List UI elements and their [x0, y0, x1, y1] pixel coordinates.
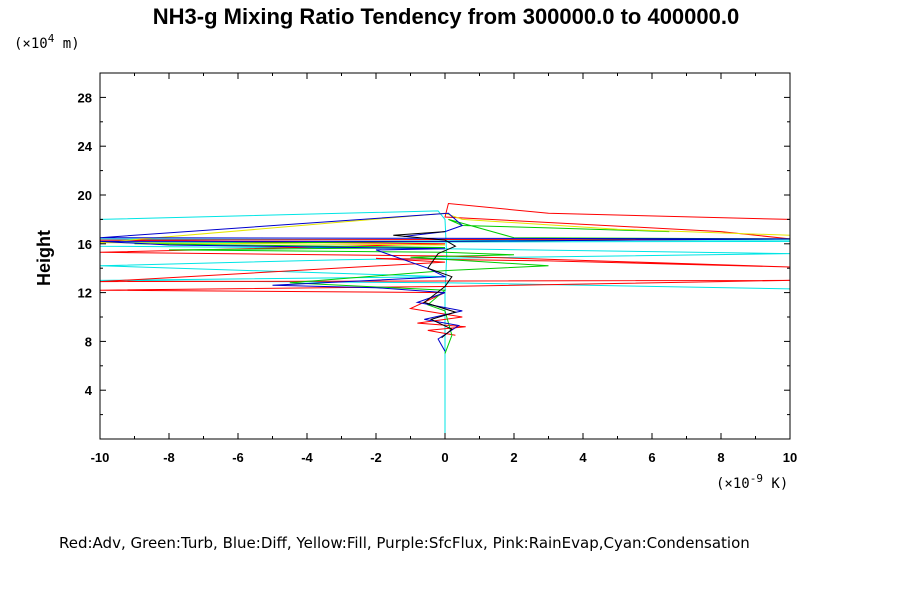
x-tick-label: 10: [783, 450, 797, 465]
x-scale-exponent: -9: [750, 472, 763, 485]
series-line-1: [100, 202, 790, 336]
x-tick-label: 6: [648, 450, 655, 465]
x-tick-label: -4: [301, 450, 313, 465]
y-scale-label: (×104 m): [14, 32, 80, 52]
series-line-4: [100, 212, 790, 352]
y-tick-label: 20: [78, 188, 92, 203]
chart-title: NH3-g Mixing Ratio Tendency from 300000.…: [153, 4, 739, 29]
y-tick-label: 4: [85, 383, 93, 398]
x-scale-label: (×10-9 K): [716, 472, 788, 492]
x-tick-label: -8: [163, 450, 175, 465]
x-tick-label: 8: [717, 450, 724, 465]
y-scale-prefix: (×10: [14, 36, 48, 52]
y-tick-label: 12: [78, 286, 92, 301]
y-tick-label: 28: [78, 90, 92, 105]
y-tick-label: 8: [85, 334, 92, 349]
x-tick-label: 0: [441, 450, 448, 465]
x-tick-label: -2: [370, 450, 382, 465]
x-scale-prefix: (×10: [716, 476, 750, 492]
y-scale-exponent: 4: [48, 32, 55, 45]
y-tick-label: 16: [78, 237, 92, 252]
x-tick-label: -6: [232, 450, 244, 465]
series-layer: [100, 202, 790, 438]
y-scale-suffix: m): [54, 36, 79, 52]
y-axis-label: Height: [34, 230, 54, 286]
legend-text: Red:Adv, Green:Turb, Blue:Diff, Yellow:F…: [59, 534, 750, 552]
x-tick-label: -10: [91, 450, 110, 465]
series-line-3: [100, 212, 790, 246]
y-tick-label: 24: [78, 139, 93, 154]
x-scale-suffix: K): [763, 476, 788, 492]
series-line-0: [100, 210, 790, 438]
series-line-5: [393, 231, 458, 339]
x-tick-label: 2: [510, 450, 517, 465]
x-tick-label: 4: [579, 450, 587, 465]
